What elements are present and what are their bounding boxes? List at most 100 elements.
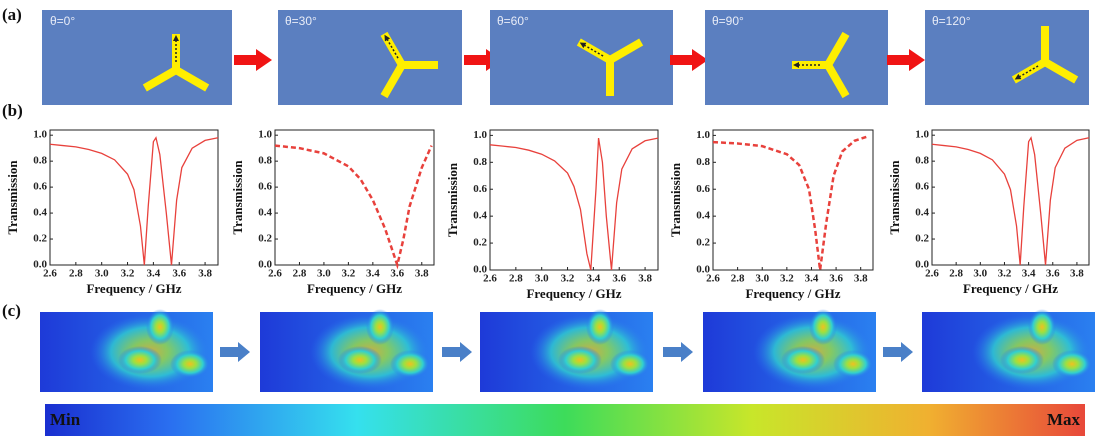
x-tick-label: 3.0 bbox=[973, 268, 987, 280]
state-box: θ=120° bbox=[925, 10, 1089, 109]
plot-frame bbox=[50, 130, 218, 265]
y-tick-label: 0.8 bbox=[473, 156, 487, 168]
y-tick-label: 0.0 bbox=[696, 264, 710, 276]
x-tick-label: 2.8 bbox=[69, 268, 83, 280]
arrow bbox=[663, 342, 693, 362]
y-axis-title: Transmission bbox=[887, 160, 902, 235]
y-tick-label: 0.4 bbox=[473, 210, 487, 222]
x-axis-title: Frequency / GHz bbox=[307, 281, 402, 296]
x-tick-label: 3.2 bbox=[342, 268, 356, 280]
x-tick-label: 3.6 bbox=[1046, 268, 1060, 280]
panel-label: (b) bbox=[2, 101, 23, 120]
state-label: θ=90° bbox=[712, 14, 744, 28]
y-tick-label: 1.0 bbox=[915, 129, 929, 141]
state-label: θ=30° bbox=[285, 14, 317, 28]
y-tick-label: 0.6 bbox=[696, 183, 710, 195]
plot-frame bbox=[275, 130, 434, 265]
y-tick-label: 0.2 bbox=[258, 233, 272, 245]
arrow bbox=[887, 49, 925, 71]
y-tick-label: 0.4 bbox=[33, 207, 47, 219]
y-axis-title: Transmission bbox=[230, 160, 245, 235]
x-axis-title: Frequency / GHz bbox=[745, 286, 840, 301]
panel-label: (a) bbox=[2, 5, 22, 24]
series-line bbox=[713, 137, 867, 270]
state-label: θ=0° bbox=[50, 14, 75, 28]
x-tick-label: 2.8 bbox=[731, 273, 745, 285]
x-tick-label: 3.8 bbox=[638, 273, 652, 285]
y-tick-label: 1.0 bbox=[696, 129, 710, 141]
state-label: θ=120° bbox=[932, 14, 971, 28]
x-axis-title: Frequency / GHz bbox=[963, 281, 1058, 296]
y-tick-label: 0.2 bbox=[473, 237, 487, 249]
state-box: θ=60° bbox=[490, 10, 673, 105]
y-tick-label: 0.4 bbox=[696, 210, 710, 222]
panel-c: (c) bbox=[2, 301, 1095, 392]
y-tick-label: 0.8 bbox=[33, 155, 47, 167]
colorbar-max: Max bbox=[1047, 410, 1081, 429]
plot-frame bbox=[490, 130, 658, 270]
y-axis-title: Transmission bbox=[445, 162, 460, 237]
series-line bbox=[932, 138, 1089, 265]
figure: (a) θ=0° θ=30° θ=60° θ=90° θ=120° (b) 2.… bbox=[0, 0, 1095, 437]
y-tick-label: 0.8 bbox=[696, 156, 710, 168]
x-tick-label: 3.4 bbox=[1022, 268, 1036, 280]
series-line bbox=[490, 138, 658, 270]
panel-a: (a) θ=0° θ=30° θ=60° θ=90° θ=120° bbox=[2, 5, 1089, 109]
x-axis-title: Frequency / GHz bbox=[86, 281, 181, 296]
y-tick-label: 0.4 bbox=[915, 207, 929, 219]
arrow bbox=[442, 342, 472, 362]
series-line bbox=[50, 138, 218, 265]
y-tick-label: 0.0 bbox=[473, 264, 487, 276]
plot-frame bbox=[713, 130, 873, 270]
field-map bbox=[40, 309, 213, 392]
panel-label: (c) bbox=[2, 301, 21, 320]
x-tick-label: 3.2 bbox=[780, 273, 794, 285]
state-box: θ=90° bbox=[705, 10, 888, 105]
arrow bbox=[220, 342, 250, 362]
x-tick-label: 3.6 bbox=[829, 273, 843, 285]
y-tick-label: 0.4 bbox=[258, 207, 272, 219]
y-tick-label: 0.2 bbox=[915, 233, 929, 245]
colorbar-min: Min bbox=[50, 410, 81, 429]
field-map bbox=[703, 309, 876, 392]
x-tick-label: 3.4 bbox=[147, 268, 161, 280]
x-tick-label: 2.8 bbox=[509, 273, 523, 285]
x-tick-label: 3.4 bbox=[366, 268, 380, 280]
x-tick-label: 3.8 bbox=[198, 268, 212, 280]
state-box: θ=30° bbox=[278, 10, 462, 105]
y-tick-label: 0.2 bbox=[33, 233, 47, 245]
state-label: θ=60° bbox=[497, 14, 529, 28]
x-tick-label: 2.8 bbox=[293, 268, 307, 280]
line-chart: 2.62.83.03.23.43.63.80.00.20.40.60.81.0F… bbox=[445, 129, 658, 301]
y-tick-label: 0.6 bbox=[33, 181, 47, 193]
arrow bbox=[883, 342, 913, 362]
series-line bbox=[275, 146, 432, 265]
arrow bbox=[234, 49, 272, 71]
y-axis-title: Transmission bbox=[668, 162, 683, 237]
x-axis-title: Frequency / GHz bbox=[526, 286, 621, 301]
state-box: θ=0° bbox=[42, 10, 232, 105]
y-tick-label: 0.8 bbox=[915, 155, 929, 167]
y-tick-label: 1.0 bbox=[33, 129, 47, 141]
x-tick-label: 3.8 bbox=[854, 273, 868, 285]
x-tick-label: 3.0 bbox=[95, 268, 109, 280]
x-tick-label: 3.8 bbox=[415, 268, 429, 280]
x-tick-label: 3.4 bbox=[587, 273, 601, 285]
y-tick-label: 0.0 bbox=[258, 259, 272, 271]
y-tick-label: 1.0 bbox=[473, 129, 487, 141]
x-tick-label: 3.0 bbox=[755, 273, 769, 285]
y-axis-title: Transmission bbox=[5, 160, 20, 235]
y-tick-label: 1.0 bbox=[258, 129, 272, 141]
colorbar: Min Max bbox=[45, 404, 1085, 436]
y-tick-label: 0.0 bbox=[33, 259, 47, 271]
y-tick-label: 0.6 bbox=[258, 181, 272, 193]
x-tick-label: 3.2 bbox=[121, 268, 135, 280]
y-tick-label: 0.0 bbox=[915, 259, 929, 271]
line-chart: 2.62.83.03.23.43.63.80.00.20.40.60.81.0F… bbox=[230, 129, 434, 296]
x-tick-label: 3.2 bbox=[561, 273, 575, 285]
y-tick-label: 0.6 bbox=[473, 183, 487, 195]
